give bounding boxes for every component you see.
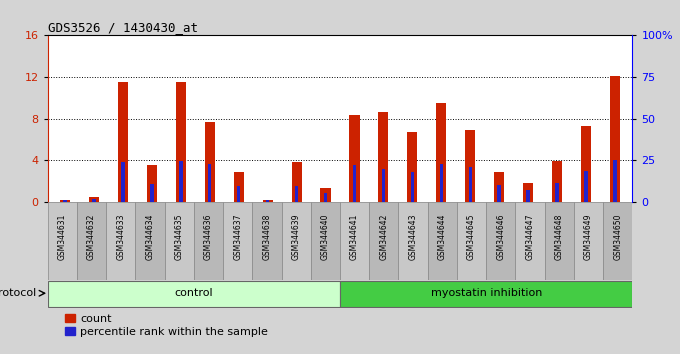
Text: protocol: protocol [0,288,36,298]
Legend: count, percentile rank within the sample: count, percentile rank within the sample [65,314,269,337]
Text: GSM344640: GSM344640 [321,213,330,260]
Bar [498,185,501,202]
Bar [610,76,620,202]
Bar [381,169,385,202]
Bar [552,161,562,202]
Bar [292,162,302,202]
Bar [439,164,443,202]
Bar [121,162,124,202]
Bar [135,202,165,280]
Text: control: control [175,288,213,298]
Text: GDS3526 / 1430430_at: GDS3526 / 1430430_at [48,21,198,34]
Bar [147,165,157,202]
Text: GSM344637: GSM344637 [233,213,242,260]
Text: GSM344631: GSM344631 [58,213,67,260]
Text: GSM344644: GSM344644 [438,213,447,260]
Bar [411,172,414,202]
Text: myostatin inhibition: myostatin inhibition [430,288,542,298]
Text: GSM344643: GSM344643 [409,213,418,260]
Text: GSM344649: GSM344649 [584,213,593,260]
Bar [369,202,398,280]
Text: GSM344645: GSM344645 [467,213,476,260]
Bar [465,130,475,202]
Bar [428,202,457,280]
Bar [205,122,215,202]
Bar [469,167,472,202]
Text: GSM344648: GSM344648 [555,213,564,260]
Bar [407,132,418,202]
Bar [150,184,154,202]
Text: GSM344641: GSM344641 [350,213,359,260]
Text: GSM344642: GSM344642 [379,213,388,260]
Bar [48,281,340,307]
Bar [179,161,182,202]
Text: GSM344650: GSM344650 [613,213,622,260]
Text: GSM344638: GSM344638 [262,213,271,260]
Bar [613,160,617,202]
Bar [223,202,252,280]
Bar [282,202,311,280]
Bar [556,183,559,202]
Bar [262,200,273,202]
Text: GSM344646: GSM344646 [496,213,505,260]
Bar [494,172,505,202]
Bar [398,202,428,280]
Bar [437,103,446,202]
Bar [194,202,223,280]
Bar [545,202,574,280]
Bar [486,202,515,280]
Bar [234,172,243,202]
Bar [581,126,591,202]
Bar [118,82,128,202]
Bar [574,202,603,280]
Bar [252,202,282,280]
Bar [320,188,330,202]
Bar [350,115,360,202]
Bar [89,196,99,202]
Bar [106,202,135,280]
Text: GSM344647: GSM344647 [526,213,534,260]
Bar [523,183,533,202]
Bar [340,202,369,280]
Bar [48,202,77,280]
Bar [603,202,632,280]
Bar [60,200,70,202]
Bar [457,202,486,280]
Bar [378,112,388,202]
Bar [515,202,545,280]
Bar [165,202,194,280]
Bar [208,164,211,202]
Bar [340,281,632,307]
Bar [237,186,241,202]
Text: GSM344635: GSM344635 [175,213,184,260]
Bar [63,200,67,202]
Bar [311,202,340,280]
Bar [584,171,588,202]
Bar [175,82,186,202]
Text: GSM344633: GSM344633 [116,213,125,260]
Bar [526,190,530,202]
Bar [92,199,96,202]
Text: GSM344636: GSM344636 [204,213,213,260]
Text: GSM344639: GSM344639 [292,213,301,260]
Text: GSM344634: GSM344634 [146,213,154,260]
Bar [324,193,327,202]
Text: GSM344632: GSM344632 [87,213,96,260]
Bar [295,186,299,202]
Bar [77,202,106,280]
Bar [266,200,269,202]
Bar [353,165,356,202]
